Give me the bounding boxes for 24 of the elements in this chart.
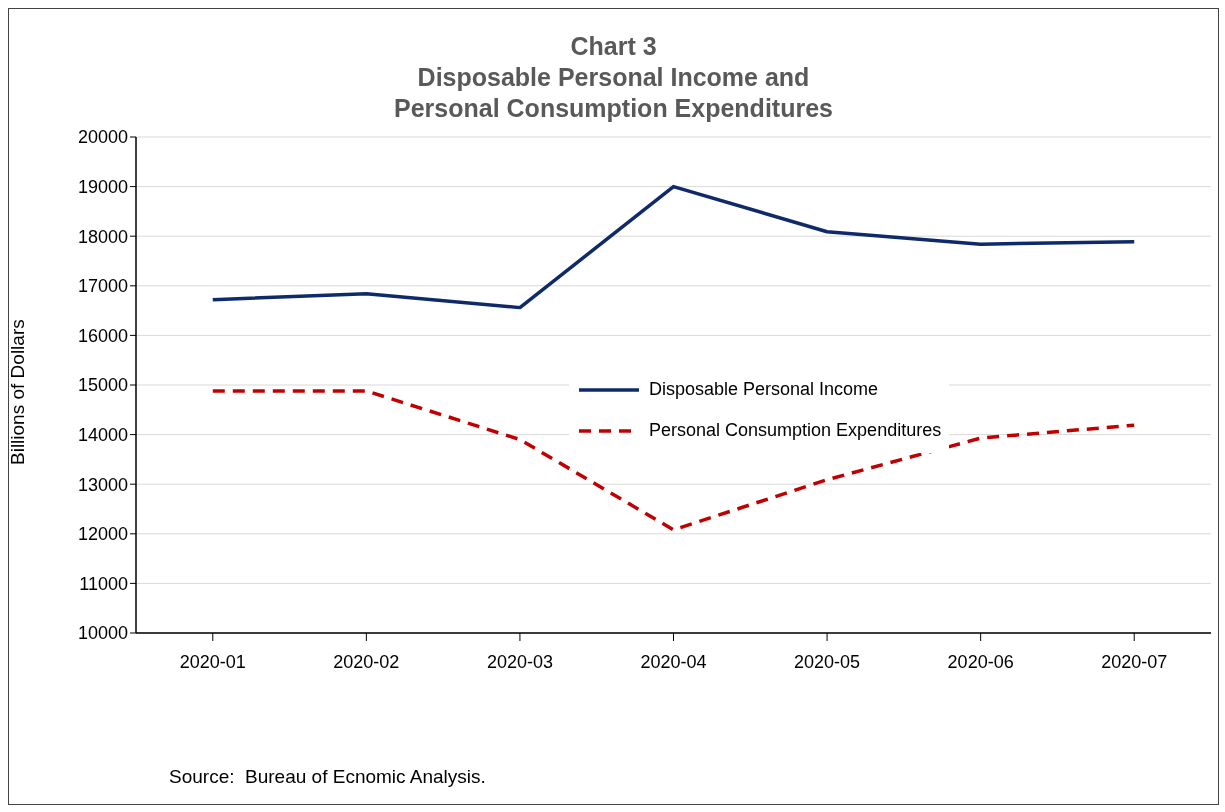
x-tick-label: 2020-03 bbox=[486, 651, 553, 672]
line-series bbox=[211, 184, 1136, 310]
x-tick-label: 2020-06 bbox=[947, 651, 1014, 672]
y-axis-title: Billions of Dollars bbox=[6, 319, 28, 465]
y-tick-label: 12000 bbox=[77, 524, 128, 545]
y-tick-label: 19000 bbox=[77, 176, 128, 197]
x-tick-label: 2020-05 bbox=[794, 651, 861, 672]
legend-label: Disposable Personal Income bbox=[649, 379, 879, 400]
y-tick-label: 10000 bbox=[77, 623, 128, 644]
y-tick-label: 15000 bbox=[77, 375, 128, 396]
chart-title: Chart 3 Disposable Personal Income and Personal Consumption Expenditures bbox=[393, 31, 834, 124]
x-tick-label: 2020-07 bbox=[1101, 651, 1168, 672]
legend-label: Personal Consumption Expenditures bbox=[649, 420, 942, 441]
y-tick-label: 20000 bbox=[77, 127, 128, 148]
y-tick-label: 11000 bbox=[79, 573, 128, 594]
y-tick-label: 16000 bbox=[77, 325, 128, 346]
y-tick-label: 18000 bbox=[77, 226, 128, 247]
y-tick-label: 17000 bbox=[77, 276, 128, 297]
y-tick-label: 14000 bbox=[77, 424, 128, 445]
x-tick-label: 2020-01 bbox=[179, 651, 246, 672]
x-tick-label: 2020-04 bbox=[640, 651, 707, 672]
source-note: Source: Bureau of Ecnomic Analysis. bbox=[169, 766, 486, 788]
y-tick-label: 13000 bbox=[77, 474, 128, 495]
x-tick-label: 2020-02 bbox=[333, 651, 400, 672]
